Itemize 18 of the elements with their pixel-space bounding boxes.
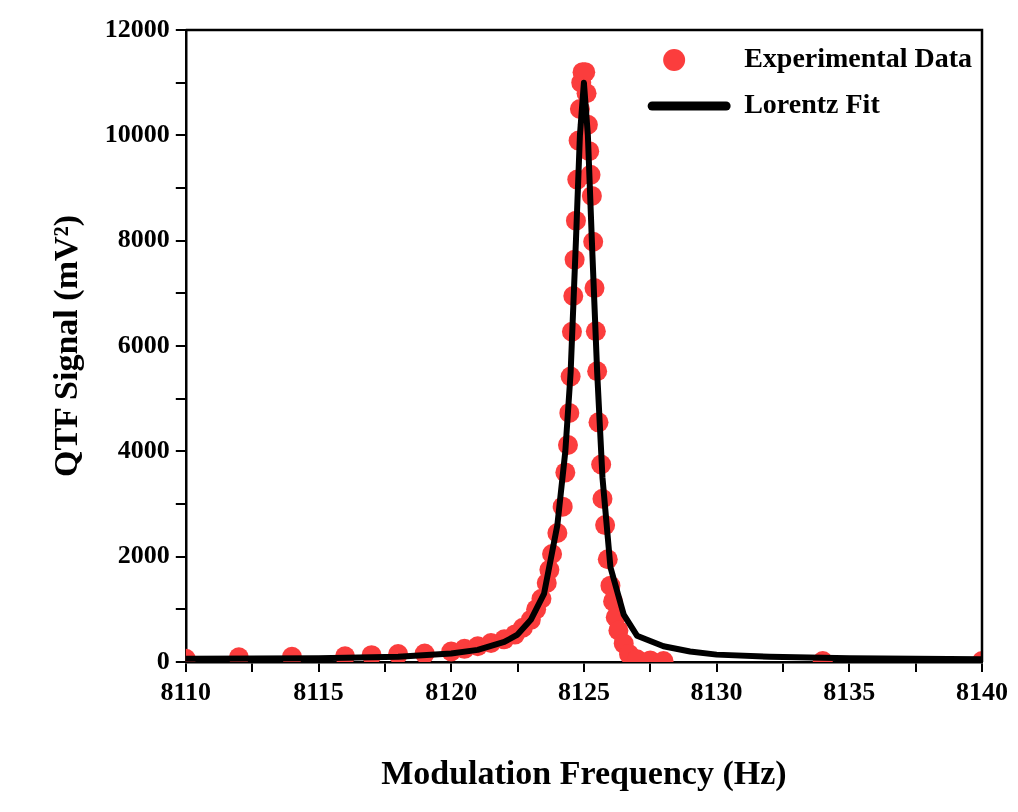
y-tick-label: 0 [156, 645, 170, 675]
y-axis-title: QTF Signal (mV²) [47, 214, 86, 478]
y-tick-label: 8000 [117, 224, 170, 254]
x-tick-label: 8135 [823, 677, 876, 707]
legend-label: Lorentz Fit [744, 88, 881, 120]
y-tick-label: 6000 [117, 329, 170, 359]
x-tick-label: 8115 [293, 677, 344, 707]
x-tick-label: 8140 [956, 677, 1008, 707]
x-tick-label: 8130 [690, 677, 743, 707]
y-tick-label: 10000 [104, 119, 170, 149]
y-tick-label: 4000 [117, 435, 170, 465]
x-tick-label: 8110 [160, 677, 212, 707]
legend-label: Experimental Data [744, 42, 972, 74]
x-tick-label: 8120 [425, 677, 478, 707]
y-tick-label: 2000 [117, 540, 170, 570]
y-tick-label: 12000 [104, 13, 170, 43]
x-tick-label: 8125 [557, 677, 610, 707]
x-axis-title: Modulation Frequency (Hz) [381, 754, 787, 793]
